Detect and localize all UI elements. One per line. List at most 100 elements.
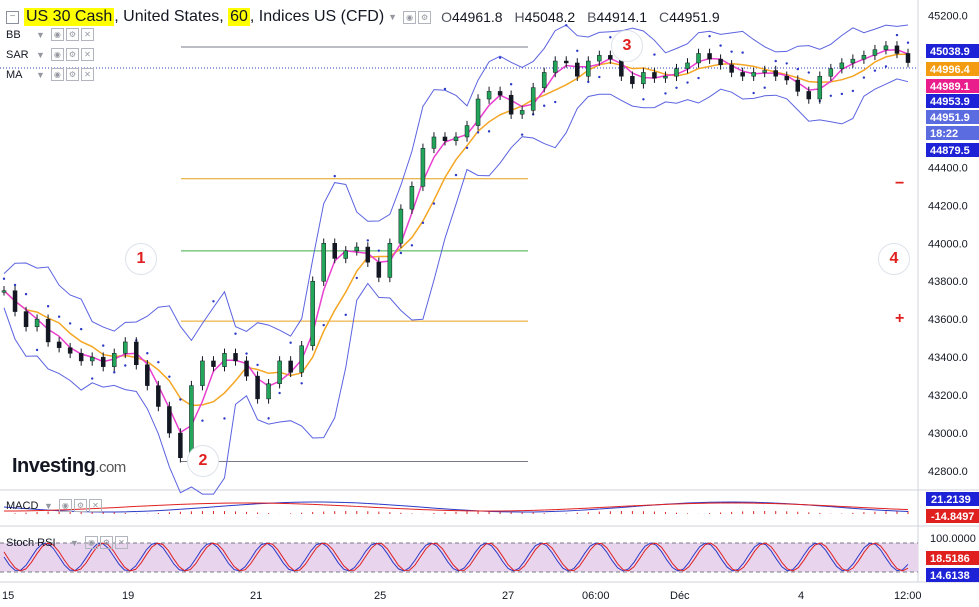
macd-line-segment	[632, 505, 644, 508]
candle-body	[850, 58, 856, 64]
candle-body	[255, 375, 260, 400]
sar-dot	[245, 352, 248, 355]
sar-dot	[719, 44, 722, 47]
sar-dot	[68, 322, 72, 325]
stoch-d-line	[3, 542, 909, 572]
close-icon: ✕	[80, 68, 94, 81]
zoom-in-button[interactable]: +	[895, 310, 905, 327]
macd-line-segment	[389, 504, 401, 507]
signal-line-segment	[577, 507, 589, 510]
candle-body	[145, 364, 150, 386]
stoch-axis-label: 14.6138	[930, 570, 970, 582]
x-tick-label: 12:00	[894, 590, 922, 602]
sar-dot	[730, 50, 733, 53]
candle-body	[354, 246, 360, 252]
price-axis-label-text: 18:22	[930, 128, 958, 140]
y-tick-label: 42800.0	[928, 466, 968, 478]
indicator-macd[interactable]: MACD ▼ ◉ ⚙ ✕	[6, 499, 104, 512]
candle-body	[905, 53, 911, 63]
close-icon: ✕	[114, 536, 128, 549]
signal-line-segment	[599, 506, 611, 509]
macd-line-segment	[566, 509, 578, 512]
candle-body	[134, 341, 139, 365]
chevron-down-icon: ▼	[36, 69, 45, 80]
candle-body	[299, 345, 304, 373]
candle-body	[586, 60, 591, 77]
settings-icon[interactable]: ⚙	[418, 10, 432, 24]
candle-body	[100, 356, 106, 367]
sar-dot	[774, 59, 777, 63]
marker-2[interactable]: 2	[187, 445, 219, 477]
price-axis-label: 44951.9	[926, 110, 979, 124]
candle-body	[795, 79, 801, 92]
eye-icon: ◉	[50, 48, 64, 61]
indicator-bb[interactable]: BB ▼ ◉ ⚙ ✕	[6, 28, 96, 41]
candle-body	[244, 360, 249, 377]
candle-body	[861, 55, 867, 60]
indicator-ma[interactable]: MA ▼ ◉ ⚙ ✕	[6, 68, 96, 81]
country-name: United States	[123, 8, 220, 25]
marker-4[interactable]: 4	[878, 243, 910, 275]
marker-3[interactable]: 3	[611, 30, 643, 62]
macd-line-segment	[224, 504, 236, 507]
signal-line-segment	[147, 504, 159, 507]
close-icon: ✕	[80, 48, 94, 61]
symbol-name[interactable]: US 30 Cash	[24, 8, 115, 26]
sar-dot	[157, 361, 160, 364]
stoch-axis-label: 18.5186	[930, 553, 970, 565]
macd-line-segment	[169, 508, 181, 511]
indicator-sar[interactable]: SAR ▼ ◉ ⚙ ✕	[6, 48, 96, 61]
candle-body	[12, 290, 18, 312]
macd-line-segment	[819, 505, 831, 508]
zoom-out-button[interactable]: −	[895, 175, 905, 192]
candle-body	[464, 125, 470, 138]
marker-1[interactable]: 1	[125, 243, 157, 275]
sar-dot	[90, 377, 94, 380]
sar-dot	[851, 89, 855, 93]
candle-body	[894, 45, 900, 54]
candle-body	[321, 243, 326, 282]
sar-dot	[509, 83, 513, 86]
candle-body	[387, 243, 393, 278]
y-tick-label: 44200.0	[928, 200, 968, 212]
candle-body	[652, 72, 657, 79]
sar-dot	[421, 221, 425, 225]
sar-dot	[212, 300, 215, 303]
signal-line-segment	[136, 505, 148, 507]
signal-line-segment	[334, 504, 346, 507]
interval-value[interactable]: 60	[228, 8, 250, 26]
sar-dot	[675, 86, 678, 90]
sar-dot	[565, 24, 568, 27]
sar-dot	[465, 146, 469, 150]
candle-body	[178, 432, 183, 458]
macd-line-segment	[14, 507, 27, 510]
y-tick-label: 43600.0	[928, 314, 968, 326]
macd-line-segment	[863, 508, 875, 511]
close-icon: ✕	[88, 499, 102, 512]
chevron-down-icon[interactable]: ▼	[388, 12, 398, 22]
signal-line-segment	[643, 504, 655, 506]
sar-dot	[234, 332, 237, 335]
candle-body	[332, 243, 337, 259]
candle-body	[277, 360, 282, 384]
candle-body	[718, 58, 723, 66]
macd-line-segment	[411, 505, 423, 508]
collapse-icon[interactable]: −	[6, 10, 19, 24]
sar-dot	[741, 51, 744, 54]
candle-body	[167, 406, 172, 434]
chevron-down-icon: ▼	[36, 49, 45, 60]
x-tick-label: 06:00	[582, 590, 610, 602]
sar-dot	[256, 363, 259, 367]
indicator-stoch-rsi[interactable]: Stoch RSI ▼ ◉ ⚙ ✕	[6, 536, 130, 549]
candle-body	[23, 311, 29, 328]
candle-body	[45, 318, 51, 343]
candle-body	[806, 91, 812, 100]
candle-body	[453, 136, 459, 142]
sar-dot	[278, 391, 281, 395]
sar-dot	[79, 327, 83, 331]
eye-icon[interactable]: ◉	[403, 10, 417, 24]
sar-dot	[201, 419, 204, 422]
macd-axis-label: -14.8497	[931, 511, 974, 523]
macd-line-segment	[588, 508, 600, 511]
